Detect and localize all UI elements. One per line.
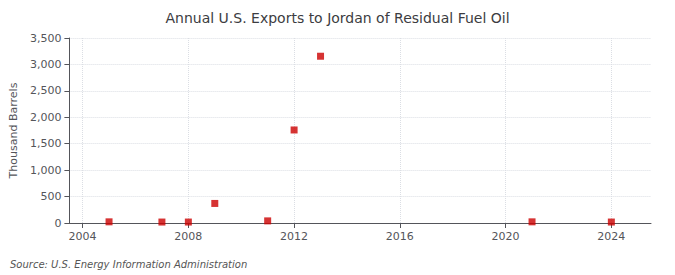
svg-text:2008: 2008 [174,230,202,243]
svg-text:0: 0 [54,217,61,230]
svg-text:Source: U.S. Energy Informatio: Source: U.S. Energy Information Administ… [10,259,247,270]
svg-text:Annual U.S. Exports to Jordan: Annual U.S. Exports to Jordan of Residua… [165,10,509,26]
svg-text:2004: 2004 [69,230,97,243]
svg-text:3,500: 3,500 [30,32,62,45]
svg-text:2020: 2020 [492,230,520,243]
svg-text:1,000: 1,000 [30,164,62,177]
svg-text:500: 500 [40,190,61,203]
svg-text:2016: 2016 [386,230,414,243]
svg-text:3,000: 3,000 [30,58,62,71]
svg-text:2,500: 2,500 [30,84,62,97]
svg-text:2024: 2024 [597,230,625,243]
svg-text:Thousand Barrels: Thousand Barrels [7,82,20,179]
svg-text:2,000: 2,000 [30,111,62,124]
svg-text:1,500: 1,500 [30,137,62,150]
svg-text:2012: 2012 [280,230,308,243]
